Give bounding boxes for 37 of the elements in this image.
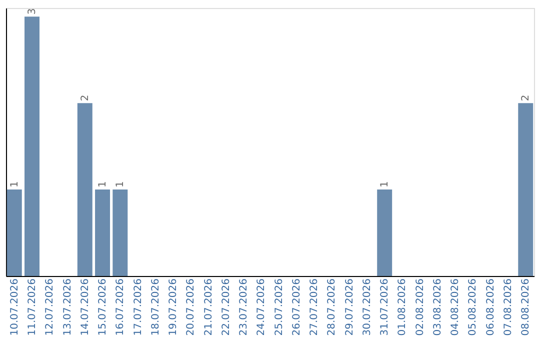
data-label: 1 xyxy=(98,181,109,188)
x-tick-label: 08.08.2026 xyxy=(520,278,532,336)
data-label: 1 xyxy=(380,181,391,188)
x-tick-label: 31.07.2026 xyxy=(380,278,391,336)
x-tick-label: 02.08.2026 xyxy=(414,278,426,336)
x-tick-label: 06.08.2026 xyxy=(485,278,496,336)
x-tick-label: 30.07.2026 xyxy=(362,278,373,336)
x-tick-label: 18.07.2026 xyxy=(150,278,162,336)
x-tick-label: 25.07.2026 xyxy=(274,278,285,336)
x-tick-label: 23.07.2026 xyxy=(238,278,250,336)
x-tick-label: 07.08.2026 xyxy=(502,278,514,336)
x-tick-label: 21.07.2026 xyxy=(203,278,214,336)
x-tick-label: 20.07.2026 xyxy=(186,278,197,336)
x-tick-label: 10.07.2026 xyxy=(9,278,20,336)
data-label: 1 xyxy=(9,181,20,188)
x-tick-label: 17.07.2026 xyxy=(132,278,144,336)
x-tick-label: 13.07.2026 xyxy=(62,278,74,336)
x-tick-label: 16.07.2026 xyxy=(115,278,126,336)
x-tick-label: 01.08.2026 xyxy=(397,278,408,336)
x-tick-label: 04.08.2026 xyxy=(450,278,462,336)
x-tick-label: 22.07.2026 xyxy=(220,278,232,336)
x-tick-label: 29.07.2026 xyxy=(344,278,356,336)
data-label: 1 xyxy=(115,181,126,188)
x-tick-label: 12.07.2026 xyxy=(44,278,56,336)
x-tick-label: 15.07.2026 xyxy=(98,278,109,336)
x-tick-label: 28.07.2026 xyxy=(326,278,338,336)
x-tick-label: 03.08.2026 xyxy=(432,278,444,336)
x-tick-label: 11.07.2026 xyxy=(27,278,38,336)
x-tick-label: 26.07.2026 xyxy=(291,278,302,336)
x-tick-label: 27.07.2026 xyxy=(309,278,320,336)
x-tick-label: 05.08.2026 xyxy=(468,278,479,336)
x-tick-label: 14.07.2026 xyxy=(80,278,91,336)
data-label: 2 xyxy=(80,94,91,102)
x-tick-label: 24.07.2026 xyxy=(256,278,268,336)
data-label: 2 xyxy=(520,94,532,102)
data-label: 3 xyxy=(27,8,38,15)
x-tick-label: 19.07.2026 xyxy=(168,278,180,336)
